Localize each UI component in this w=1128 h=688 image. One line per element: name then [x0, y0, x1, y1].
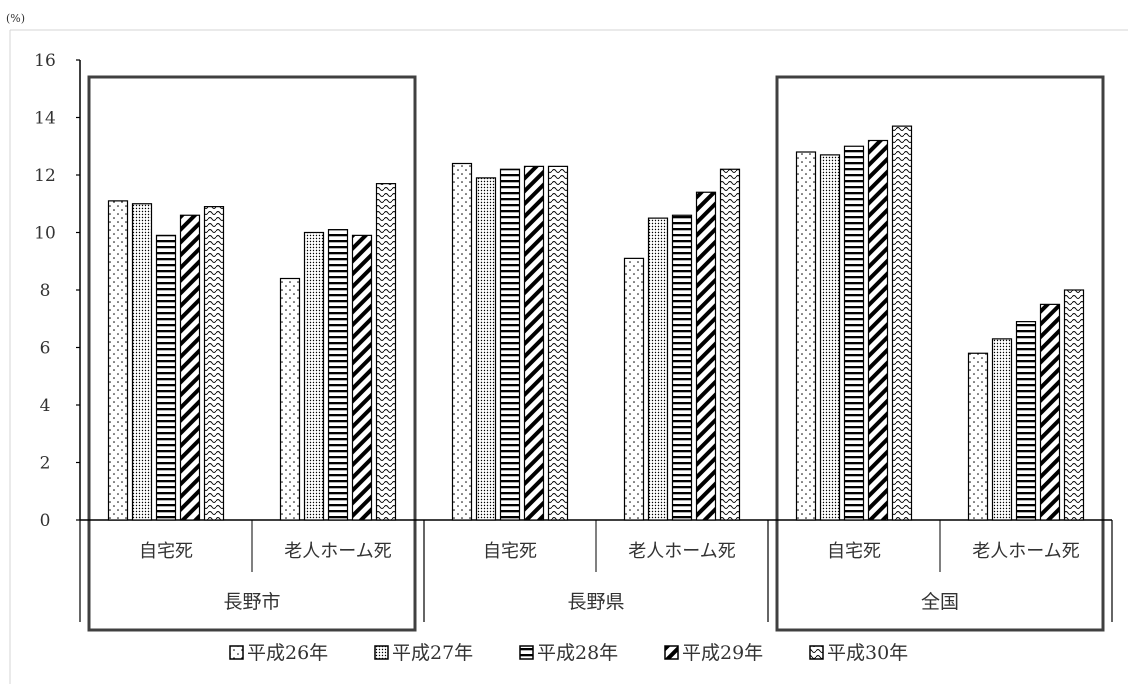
y-tick-label: 10	[34, 224, 56, 244]
bar-30-4	[891, 125, 913, 521]
bar-28-0	[155, 234, 177, 521]
bar-29-1	[351, 234, 373, 521]
bar-28-5	[1015, 321, 1037, 521]
bar-30-5	[1063, 289, 1085, 521]
bar-30-1	[375, 183, 397, 521]
bar-26-0	[107, 200, 129, 521]
bar-30-0	[203, 206, 225, 521]
legend-swatch-27	[374, 645, 389, 660]
y-tick-label: 12	[34, 166, 56, 186]
bar-27-2	[475, 177, 497, 521]
bar-29-2	[523, 165, 545, 521]
bar-28-1	[327, 229, 349, 521]
bar-27-4	[819, 154, 841, 521]
bar-26-1	[279, 277, 301, 521]
legend-label-28: 平成28年	[537, 642, 618, 664]
category-label: 自宅死	[483, 541, 537, 562]
legend-label-27: 平成27年	[392, 642, 473, 664]
bar-30-3	[719, 168, 741, 521]
y-tick-label: 16	[34, 51, 56, 71]
group-highlight-box	[775, 75, 1105, 632]
y-tick-label: 14	[34, 109, 56, 129]
bar-29-0	[179, 214, 201, 521]
bar-29-5	[1039, 303, 1061, 521]
bar-28-2	[499, 168, 521, 521]
y-tick-label: 2	[40, 454, 51, 474]
bar-29-3	[695, 191, 717, 521]
legend-swatch-28	[519, 645, 534, 660]
y-tick-label: 0	[40, 511, 51, 531]
legend-label-29: 平成29年	[682, 642, 763, 664]
bar-26-3	[623, 257, 645, 521]
legend-swatch-26	[229, 645, 244, 660]
group-highlight-box	[87, 75, 417, 632]
legend-swatch-30	[809, 645, 824, 660]
bar-27-5	[991, 338, 1013, 521]
bar-28-3	[671, 214, 693, 521]
legend-swatch-29	[664, 645, 679, 660]
y-tick-label: 6	[40, 339, 51, 359]
legend-label-26: 平成26年	[247, 642, 328, 664]
unit-label: (%)	[6, 12, 25, 25]
bar-29-4	[867, 139, 889, 521]
category-label: 自宅死	[827, 541, 881, 562]
bar-26-4	[795, 151, 817, 521]
legend-label-30: 平成30年	[827, 642, 908, 664]
y-tick-label: 4	[40, 396, 51, 416]
group-label: 長野市	[223, 591, 280, 613]
category-label: 老人ホーム死	[972, 541, 1079, 562]
group-label: 長野県	[567, 591, 624, 613]
bar-26-5	[967, 352, 989, 521]
y-tick-label: 8	[40, 281, 51, 301]
bar-30-2	[547, 165, 569, 521]
bar-27-0	[131, 203, 153, 521]
category-label: 自宅死	[139, 541, 193, 562]
bar-27-1	[303, 231, 325, 521]
bar-27-3	[647, 217, 669, 521]
bar-28-4	[843, 145, 865, 521]
bar-26-2	[451, 162, 473, 521]
group-label: 全国	[921, 591, 959, 613]
category-label: 老人ホーム死	[284, 541, 391, 562]
category-label: 老人ホーム死	[628, 541, 735, 562]
